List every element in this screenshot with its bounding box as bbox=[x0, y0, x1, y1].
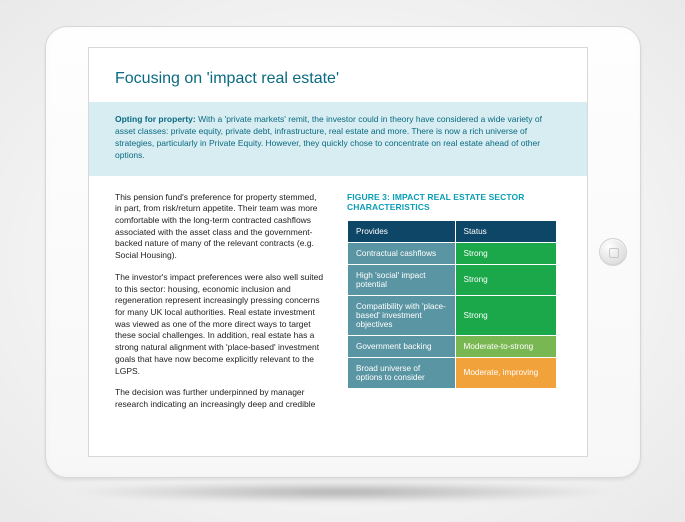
table-cell-label: Government backing bbox=[348, 336, 455, 357]
body-paragraph: The investor's impact preferences were a… bbox=[115, 272, 325, 377]
home-button[interactable] bbox=[599, 238, 627, 266]
figure-column: FIGURE 3: IMPACT REAL ESTATE SECTOR CHAR… bbox=[347, 192, 561, 421]
table-row: Contractual cashflowsStrong bbox=[348, 243, 556, 264]
table-row: Government backingModerate-to-strong bbox=[348, 336, 556, 357]
document-page: Focusing on 'impact real estate' Opting … bbox=[89, 48, 587, 421]
callout-heading: Opting for property: bbox=[115, 114, 196, 124]
callout-box: Opting for property: With a 'private mar… bbox=[89, 102, 587, 176]
table-cell-value: Strong bbox=[456, 265, 556, 295]
table-cell-value: Moderate, improving bbox=[456, 358, 556, 388]
table-cell-label: Contractual cashflows bbox=[348, 243, 455, 264]
table-cell-value: Strong bbox=[456, 243, 556, 264]
table-cell-label: High 'social' impact potential bbox=[348, 265, 455, 295]
body-paragraph: The decision was further underpinned by … bbox=[115, 387, 325, 410]
tablet-shadow bbox=[75, 482, 610, 502]
table-cell-label: Broad universe of options to consider bbox=[348, 358, 455, 388]
sector-characteristics-table: ProvidesStatusContractual cashflowsStron… bbox=[347, 220, 557, 389]
page-title: Focusing on 'impact real estate' bbox=[115, 70, 561, 88]
table-cell-value: Moderate-to-strong bbox=[456, 336, 556, 357]
body-text-column: This pension fund's preference for prope… bbox=[115, 192, 325, 421]
table-header-status: Status bbox=[456, 221, 556, 242]
table-row: Broad universe of options to considerMod… bbox=[348, 358, 556, 388]
body-paragraph: This pension fund's preference for prope… bbox=[115, 192, 325, 262]
table-cell-label: Compatibility with 'place-based' investm… bbox=[348, 296, 455, 335]
table-header-provides: Provides bbox=[348, 221, 455, 242]
tablet-frame: Focusing on 'impact real estate' Opting … bbox=[45, 26, 641, 478]
tablet-screen: Focusing on 'impact real estate' Opting … bbox=[88, 47, 588, 457]
table-row: High 'social' impact potentialStrong bbox=[348, 265, 556, 295]
figure-title: FIGURE 3: IMPACT REAL ESTATE SECTOR CHAR… bbox=[347, 192, 561, 212]
two-column-layout: This pension fund's preference for prope… bbox=[115, 192, 561, 421]
table-cell-value: Strong bbox=[456, 296, 556, 335]
table-row: Compatibility with 'place-based' investm… bbox=[348, 296, 556, 335]
